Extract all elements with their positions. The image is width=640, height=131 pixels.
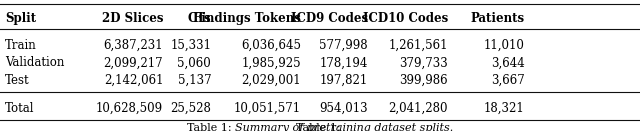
Text: 3,644: 3,644 <box>491 56 525 69</box>
Text: 577,998: 577,998 <box>319 39 368 52</box>
Text: 5,137: 5,137 <box>177 74 211 87</box>
Text: 18,321: 18,321 <box>484 102 525 115</box>
Text: 2,099,217: 2,099,217 <box>104 56 163 69</box>
Text: 2,041,280: 2,041,280 <box>388 102 448 115</box>
Text: Test: Test <box>5 74 29 87</box>
Text: 2,029,001: 2,029,001 <box>241 74 301 87</box>
Text: 954,013: 954,013 <box>319 102 368 115</box>
Text: CTs: CTs <box>188 12 211 26</box>
Text: 10,628,509: 10,628,509 <box>96 102 163 115</box>
Text: Train: Train <box>5 39 37 52</box>
Text: Table 1:: Table 1: <box>187 123 235 131</box>
Text: ICD10 Codes: ICD10 Codes <box>363 12 448 26</box>
Text: 379,733: 379,733 <box>399 56 448 69</box>
Text: 5,060: 5,060 <box>177 56 211 69</box>
Text: 178,194: 178,194 <box>319 56 368 69</box>
Text: ICD9 Codes: ICD9 Codes <box>291 12 368 26</box>
Text: 2D Slices: 2D Slices <box>102 12 163 26</box>
Text: Split: Split <box>5 12 36 26</box>
Text: 6,036,645: 6,036,645 <box>241 39 301 52</box>
Text: 1,985,925: 1,985,925 <box>241 56 301 69</box>
Text: 6,387,231: 6,387,231 <box>104 39 163 52</box>
Text: Findings Tokens: Findings Tokens <box>193 12 301 26</box>
Text: 1,261,561: 1,261,561 <box>388 39 448 52</box>
Text: 11,010: 11,010 <box>484 39 525 52</box>
Text: 197,821: 197,821 <box>320 74 368 87</box>
Text: 2,142,061: 2,142,061 <box>104 74 163 87</box>
Text: 25,528: 25,528 <box>170 102 211 115</box>
Text: Validation: Validation <box>5 56 65 69</box>
Text: 399,986: 399,986 <box>399 74 448 87</box>
Text: Total: Total <box>5 102 35 115</box>
Text: Table 1:: Table 1: <box>296 123 344 131</box>
Text: 10,051,571: 10,051,571 <box>234 102 301 115</box>
Text: 3,667: 3,667 <box>491 74 525 87</box>
Text: 15,331: 15,331 <box>170 39 211 52</box>
Text: Patients: Patients <box>470 12 525 26</box>
Text: Summary of pretraining dataset splits.: Summary of pretraining dataset splits. <box>235 123 453 131</box>
